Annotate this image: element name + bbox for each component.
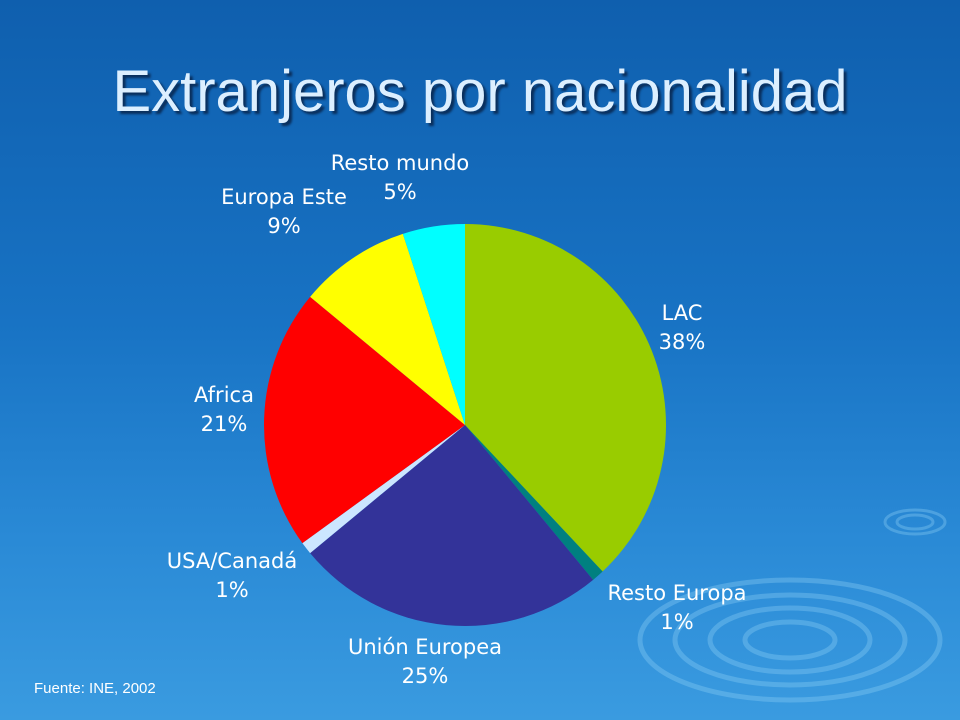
pie-label-value: 38%: [659, 330, 706, 354]
pie-label-value: 1%: [215, 578, 248, 602]
pie-label-value: 9%: [267, 214, 300, 238]
pie-label-value: 21%: [201, 412, 248, 436]
pie-slice-africa: [264, 296, 465, 544]
pie-label: Africa 21%: [194, 383, 254, 436]
pie-label-value: 25%: [402, 664, 449, 688]
pie-slice-usa-canad-: [302, 425, 465, 554]
pie-label-value: 5%: [383, 180, 416, 204]
ripple-decoration: [637, 508, 947, 703]
pie-slice-europa-este: [310, 233, 465, 425]
pie-label: USA/Canadá 1%: [167, 549, 297, 602]
pie-label-name: Africa: [194, 383, 254, 407]
pie-label-name: Unión Europea: [348, 635, 502, 659]
pie-label: Unión Europea 25%: [348, 635, 502, 688]
pie-label: Resto Europa 1%: [607, 581, 746, 634]
source-note: Fuente: INE, 2002: [34, 680, 156, 697]
pie-label-name: LAC: [662, 301, 703, 325]
slide-title: Extranjeros por nacionalidad: [112, 59, 848, 124]
pie-label: Europa Este 9%: [221, 185, 347, 238]
pie-label-name: USA/Canadá: [167, 549, 297, 573]
pie-slices: [264, 224, 666, 626]
pie-label-name: Resto mundo: [331, 151, 470, 175]
pie-label-name: Resto Europa: [607, 581, 746, 605]
pie-labels: LAC 38% Resto Europa 1% Unión Europea 25% USA/…: [167, 151, 747, 688]
pie-label-name: Europa Este: [221, 185, 347, 209]
pie-slice-resto-europa: [465, 425, 603, 580]
pie-label: Resto mundo 5%: [331, 151, 470, 204]
pie-slice-resto-mundo: [402, 224, 465, 425]
pie-label: LAC 38%: [659, 301, 706, 354]
pie-slice-lac: [465, 224, 666, 572]
pie-label-value: 1%: [660, 610, 693, 634]
pie-slice-uni-n-europea: [310, 425, 594, 626]
